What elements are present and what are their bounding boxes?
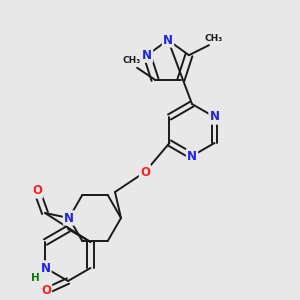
Text: N: N	[187, 149, 197, 163]
Text: N: N	[209, 110, 220, 124]
Text: N: N	[40, 262, 50, 275]
Text: CH₃: CH₃	[123, 56, 141, 65]
Text: CH₃: CH₃	[205, 34, 223, 43]
Text: H: H	[31, 273, 40, 283]
Text: O: O	[140, 166, 150, 178]
Text: N: N	[142, 49, 152, 62]
Text: N: N	[163, 34, 173, 46]
Text: O: O	[32, 184, 42, 197]
Text: O: O	[41, 284, 51, 298]
Text: N: N	[64, 212, 74, 224]
